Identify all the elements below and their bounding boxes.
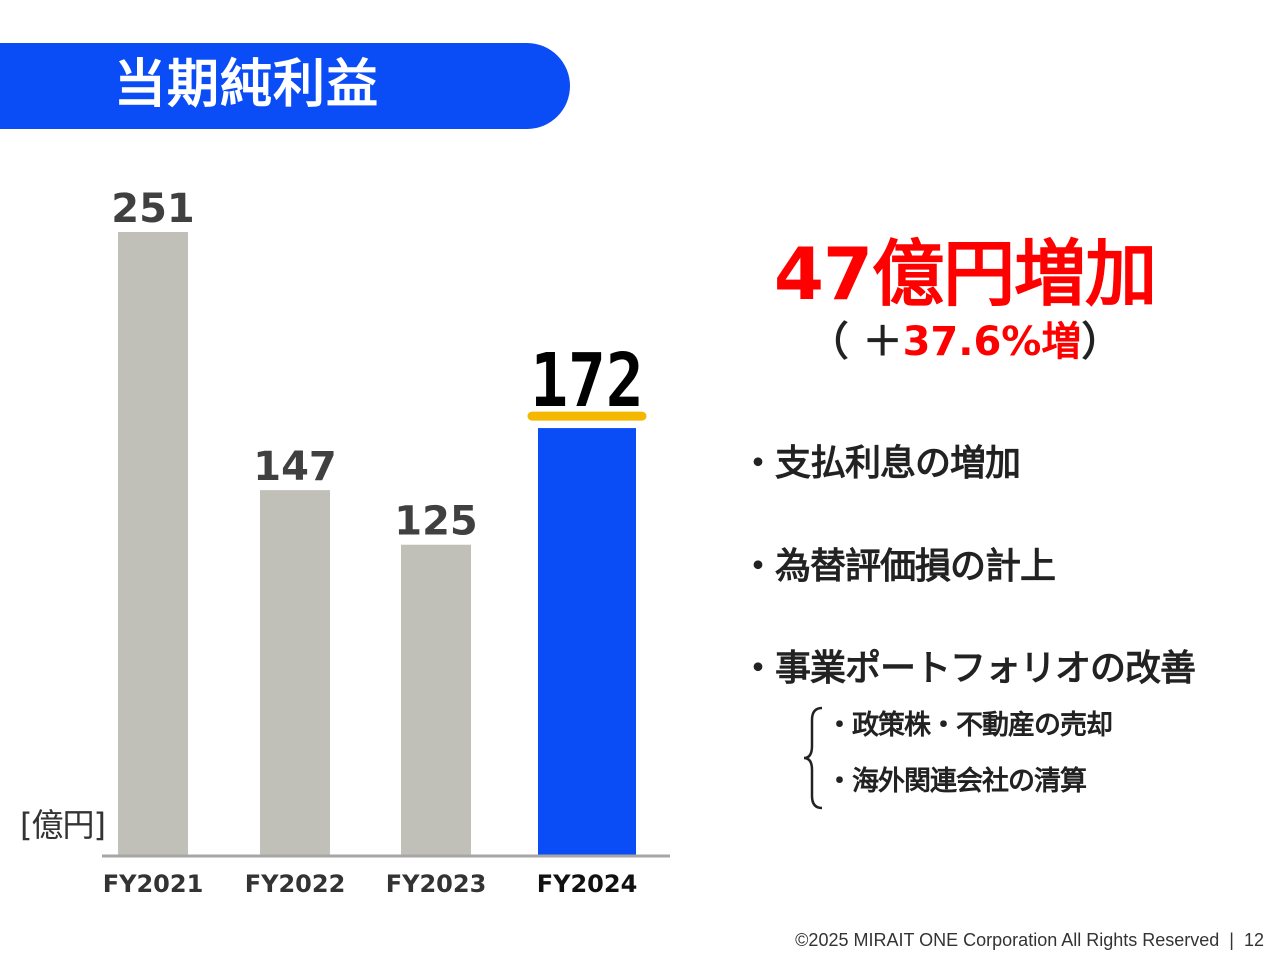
footer-separator: | — [1229, 930, 1234, 950]
growth-rate: （ ＋37.6%増） — [790, 316, 1140, 368]
bullet-interest: ・支払利息の増加 — [740, 443, 1021, 484]
headline-increase: 47億円増加 — [773, 232, 1157, 316]
growth-value: 37.6%増 — [902, 319, 1082, 365]
page-title: 当期純利益 — [114, 55, 380, 115]
bar-fy2024 — [538, 428, 636, 855]
copyright: ©2025 MIRAIT ONE Corporation All Rights … — [795, 930, 1220, 950]
footer: ©2025 MIRAIT ONE Corporation All Rights … — [795, 930, 1264, 951]
bar-chart: 251 FY2021 147 FY2022 125 FY2023 172 FY2024 — [102, 186, 670, 898]
value-label-fy2023: 125 — [394, 499, 478, 545]
x-tick-fy2022: FY2022 — [245, 870, 346, 898]
x-tick-fy2024: FY2024 — [537, 870, 638, 898]
unit-label: [億円] — [20, 806, 106, 844]
brace-icon — [803, 706, 823, 810]
growth-prefix: （ ＋ — [808, 319, 903, 365]
bar-fy2022 — [260, 490, 330, 855]
sub-bullet-asset-sale: ・政策株・不動産の売却 — [826, 710, 1113, 741]
value-label-fy2021: 251 — [111, 186, 195, 232]
sub-bullet-liquidation: ・海外関連会社の清算 — [826, 766, 1087, 797]
bullet-portfolio: ・事業ポートフォリオの改善 — [740, 648, 1196, 689]
bar-fy2021 — [118, 232, 188, 855]
value-label-fy2022: 147 — [253, 444, 337, 490]
x-tick-fy2021: FY2021 — [103, 870, 204, 898]
x-tick-fy2023: FY2023 — [386, 870, 487, 898]
page-number: 12 — [1243, 930, 1264, 950]
value-label-fy2024: 172 — [530, 338, 644, 424]
bullet-fx-loss: ・為替評価損の計上 — [740, 546, 1056, 587]
bar-fy2023 — [401, 544, 471, 855]
title-banner — [0, 43, 570, 129]
growth-suffix: ） — [1081, 319, 1122, 365]
